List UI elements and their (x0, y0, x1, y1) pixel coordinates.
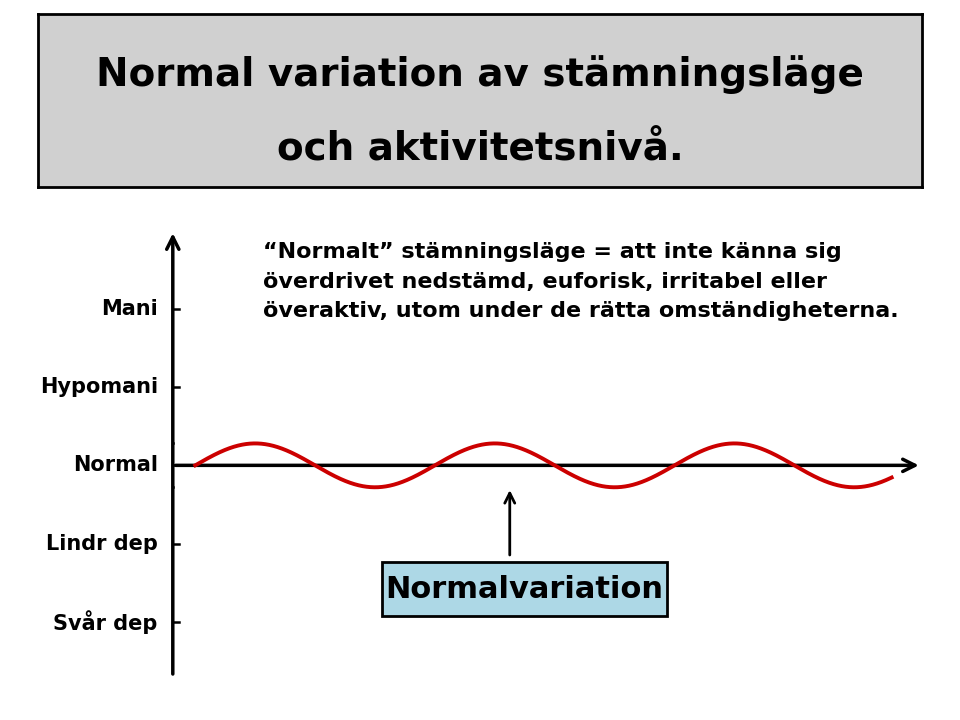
Text: Normal variation av stämningsläge: Normal variation av stämningsläge (96, 55, 864, 94)
Text: Normal: Normal (73, 455, 157, 475)
FancyBboxPatch shape (382, 562, 667, 616)
Text: Normalvariation: Normalvariation (386, 575, 663, 603)
Text: Svår dep: Svår dep (54, 610, 157, 634)
Text: Lindr dep: Lindr dep (46, 534, 157, 554)
Text: Hypomani: Hypomani (39, 377, 157, 397)
Text: Mani: Mani (101, 299, 157, 319)
Text: “Normalt” stämningsläge = att inte känna sig
överdrivet nedstämd, euforisk, irri: “Normalt” stämningsläge = att inte känna… (263, 242, 899, 321)
Text: och aktivitetsnivå.: och aktivitetsnivå. (276, 130, 684, 168)
